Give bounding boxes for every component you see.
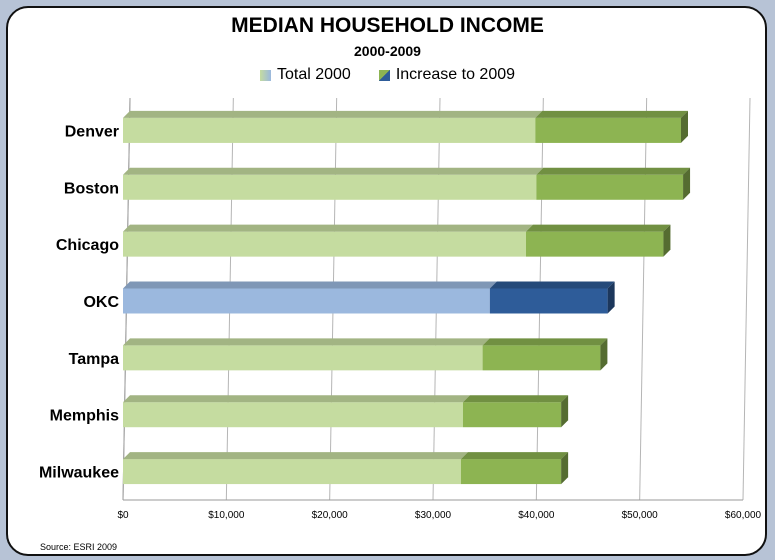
bar-increase-2009 [535,117,681,143]
gridline [742,97,751,501]
bar-increase-2009 [536,174,684,200]
bar-increase-2009-top [536,167,691,175]
chart-title: MEDIAN HOUSEHOLD INCOME [231,14,544,37]
legend-label-increase: Increase to 2009 [395,66,516,83]
bar-increase-2009-top [462,395,569,403]
bar-increase-2009-side [561,395,569,428]
x-tick-label: $60,000 [725,510,762,521]
x-tick-label: $0 [117,510,129,521]
bar-total-2000-top [123,110,543,118]
bar-increase-2009-top [535,110,688,118]
source-note: Source: ESRI 2009 [40,542,118,552]
legend-item-total: Total 2000 [259,66,351,84]
bar-total-2000-top [123,395,470,403]
category-label: Boston [64,180,119,197]
legend-swatch-increase [378,69,390,81]
legend-label-total: Total 2000 [276,66,351,83]
bar-increase-2009-top [489,281,615,289]
bar-increase-2009-side [607,281,615,314]
x-tick-label: $30,000 [415,510,452,521]
category-label: Chicago [56,237,119,254]
bar-increase-2009 [526,231,664,257]
chart-subtitle: 2000-2009 [354,43,421,59]
bar-increase-2009 [489,288,608,314]
bar-increase-2009-side [663,224,671,257]
chart-legend: Total 2000 Increase to 2009 [0,66,775,84]
category-label: Memphis [50,408,119,425]
category-label: Denver [65,123,119,140]
bar-increase-2009 [460,459,562,485]
bar-increase-2009-side [681,110,688,143]
bar-total-2000 [123,231,526,257]
x-tick-label: $10,000 [208,510,245,521]
gridline [639,97,648,501]
category-label: OKC [83,294,119,311]
bar-total-2000 [123,402,463,428]
x-tick-label: $20,000 [312,510,349,521]
bar-total-2000 [123,117,536,143]
bar-total-2000 [123,459,461,485]
bar-total-2000 [123,288,490,314]
category-label: Tampa [69,351,119,368]
bar-total-2000 [123,345,483,371]
bar-total-2000-top [123,452,468,460]
bar-increase-2009 [462,402,562,428]
bar-total-2000-top [123,281,497,289]
bar-total-2000 [123,174,537,200]
x-tick-label: $50,000 [622,510,659,521]
category-label: Milwaukee [39,465,119,482]
bar-increase-2009-top [460,452,569,460]
bar-increase-2009-side [561,452,569,485]
bar-increase-2009-top [526,224,671,232]
bar-increase-2009-top [482,338,608,346]
bar-total-2000-top [123,338,490,346]
x-tick-label: $40,000 [518,510,555,521]
bar-total-2000-top [123,167,544,175]
bar-total-2000-top [123,224,533,232]
bar-increase-2009 [482,345,601,371]
legend-item-increase: Increase to 2009 [378,66,516,84]
bar-increase-2009-side [683,167,691,200]
legend-swatch-total [259,69,271,81]
bar-increase-2009-side [600,338,608,371]
